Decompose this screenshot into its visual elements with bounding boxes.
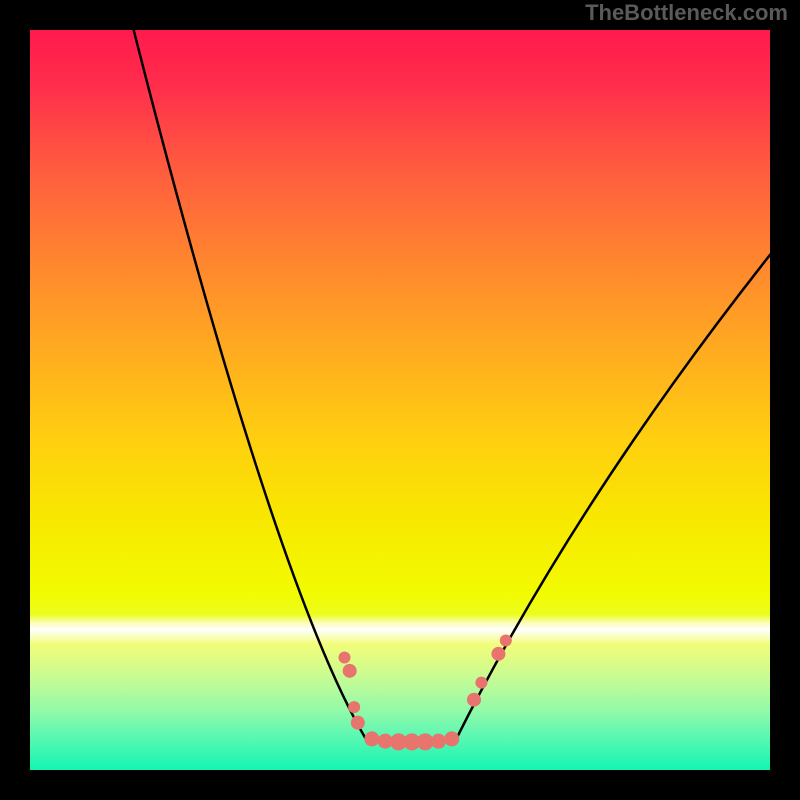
- gradient-background: [30, 30, 770, 770]
- marker-dot: [475, 677, 487, 689]
- marker-dot: [431, 734, 446, 749]
- marker-dot: [364, 731, 379, 746]
- marker-dot: [467, 693, 481, 707]
- marker-dot: [500, 635, 512, 647]
- chart-canvas: TheBottleneck.com: [0, 0, 800, 800]
- marker-dot: [444, 731, 459, 746]
- marker-dot: [343, 664, 357, 678]
- marker-dot: [339, 652, 351, 664]
- watermark-text: TheBottleneck.com: [585, 0, 788, 26]
- marker-dot: [351, 716, 365, 730]
- marker-dot: [491, 647, 505, 661]
- bottleneck-chart-svg: [0, 0, 800, 800]
- marker-dot: [348, 701, 360, 713]
